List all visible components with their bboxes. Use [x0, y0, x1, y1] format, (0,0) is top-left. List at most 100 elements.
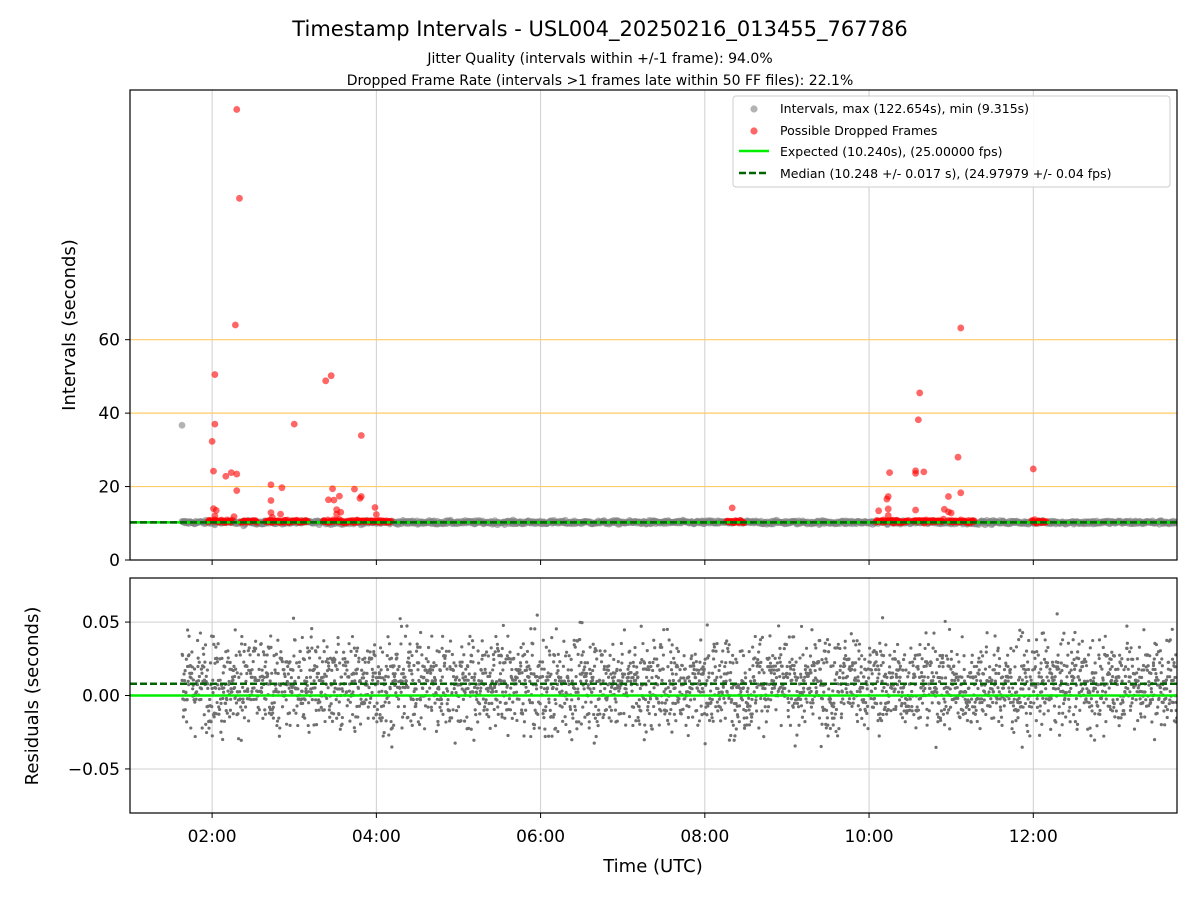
residual-point	[418, 645, 422, 649]
residual-point	[182, 679, 187, 683]
residual-point	[222, 686, 226, 690]
residual-point	[967, 707, 971, 712]
residual-point	[703, 661, 707, 665]
residual-point	[605, 697, 609, 701]
residual-point	[1158, 649, 1162, 653]
residual-point	[999, 708, 1003, 712]
residual-point	[239, 642, 244, 646]
residual-point	[746, 686, 750, 690]
residual-point	[1069, 686, 1073, 691]
residual-point	[350, 634, 355, 639]
residual-point	[238, 653, 242, 657]
residual-point	[364, 698, 368, 702]
residual-point	[335, 716, 339, 720]
residual-point	[1098, 708, 1102, 713]
residual-point	[892, 649, 897, 654]
residual-point	[731, 661, 735, 665]
residual-point	[1149, 690, 1154, 694]
residual-point	[810, 698, 815, 702]
residual-point	[786, 715, 791, 719]
dropped-frame-point	[322, 377, 330, 385]
residual-point	[393, 672, 397, 676]
residual-point	[660, 678, 664, 682]
residual-point	[347, 642, 351, 646]
residual-point	[438, 668, 442, 673]
residual-point	[472, 738, 476, 742]
residual-point	[679, 676, 683, 680]
residual-point	[731, 653, 735, 657]
residual-point	[246, 649, 250, 653]
residual-point	[977, 672, 981, 676]
residual-point	[745, 723, 749, 727]
residual-point	[700, 713, 704, 717]
residual-point	[1037, 733, 1042, 737]
residual-point	[1035, 697, 1039, 701]
dropped-frame-point	[914, 416, 922, 424]
residual-point	[312, 723, 316, 727]
residual-point	[1134, 698, 1138, 702]
residual-point	[831, 689, 835, 693]
residual-point	[183, 698, 187, 702]
residual-point	[758, 664, 762, 669]
residual-point	[1024, 675, 1028, 679]
residual-point	[1118, 661, 1122, 665]
residual-point	[902, 709, 906, 713]
residual-point	[779, 723, 783, 728]
residual-point	[718, 705, 722, 709]
residual-point	[530, 701, 535, 705]
residual-point	[824, 726, 828, 730]
residual-point	[895, 675, 899, 679]
residual-point	[447, 649, 451, 653]
residual-point	[939, 709, 944, 713]
dropped-frame-point	[916, 389, 924, 397]
residual-point	[202, 652, 206, 656]
residual-point	[477, 679, 481, 683]
residual-point	[1119, 663, 1124, 668]
residual-point	[463, 690, 467, 694]
residual-point	[665, 698, 669, 702]
residual-point	[239, 672, 243, 676]
residual-point	[678, 667, 682, 672]
residual-point	[1081, 664, 1085, 669]
residual-point	[947, 664, 951, 668]
residual-point	[450, 652, 454, 657]
residual-point	[795, 689, 799, 694]
residual-point	[1130, 696, 1135, 701]
residual-point	[397, 664, 401, 669]
residual-point	[695, 686, 699, 690]
residual-point	[1143, 715, 1147, 719]
residual-point	[233, 674, 237, 679]
residual-point	[1042, 657, 1047, 661]
residual-point	[980, 700, 984, 705]
residual-point	[723, 664, 727, 669]
residual-point	[956, 696, 960, 700]
residual-point	[536, 712, 540, 716]
residual-point	[941, 653, 945, 658]
residual-point	[984, 645, 989, 649]
residual-point	[872, 663, 876, 668]
residual-point	[210, 686, 214, 691]
residual-point	[803, 720, 807, 724]
residual-point	[818, 638, 822, 643]
residual-point	[773, 664, 778, 668]
residual-point	[926, 642, 931, 647]
dropped-frame-point	[357, 432, 365, 439]
residual-point	[229, 697, 233, 701]
residual-point	[287, 682, 291, 686]
residual-point	[256, 653, 261, 657]
residual-point	[374, 712, 379, 716]
residual-point	[204, 674, 208, 679]
residual-point	[913, 657, 917, 661]
residual-point	[392, 723, 396, 727]
residual-point	[241, 697, 245, 701]
residual-point	[921, 679, 925, 683]
intervals-plot-frame	[129, 89, 1178, 561]
residual-point	[1072, 657, 1076, 662]
residual-point	[808, 686, 812, 690]
residual-point	[554, 726, 558, 730]
residual-point	[1042, 712, 1046, 716]
residual-point	[898, 667, 902, 671]
residual-point	[939, 718, 943, 723]
residual-point	[1131, 657, 1135, 661]
residual-point	[727, 696, 731, 700]
